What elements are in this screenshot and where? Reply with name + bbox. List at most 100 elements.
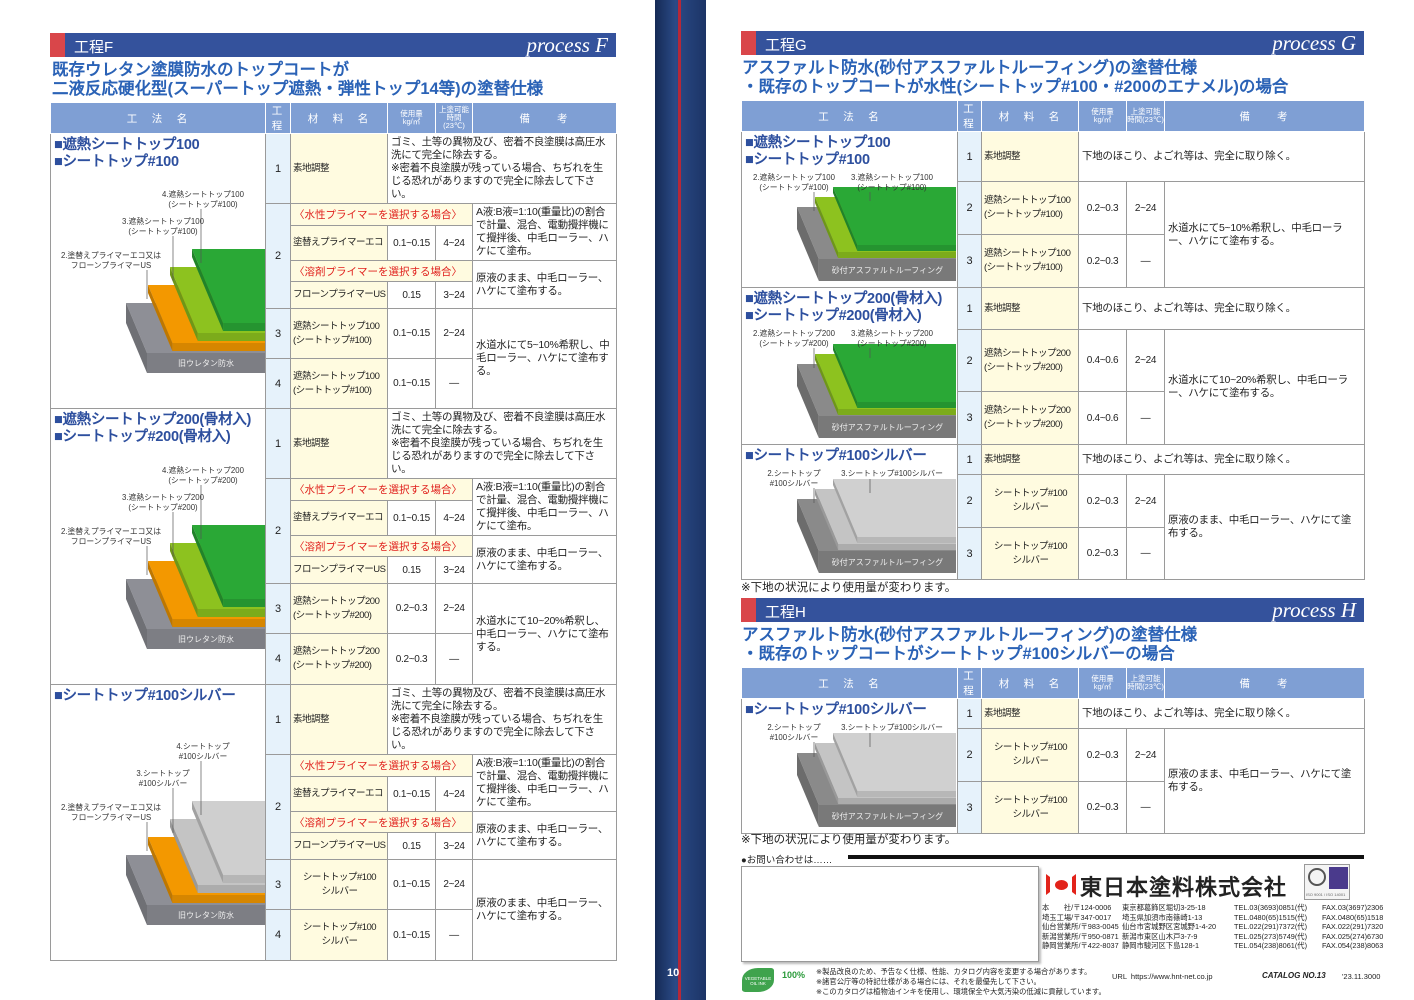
table-row: 3 遮熱シートトップ100 (シートトップ#100) 0.1~0.15 2~24 水道水… xyxy=(51,308,617,409)
primer-option-heading: 〈水性プライマーを選択する場合〉 xyxy=(290,754,473,777)
table-row: フローンプライマーUS 0.15 3~24 xyxy=(51,281,617,309)
table-row: 〈溶剤プライマーを選択する場合〉 原液のまま、中毛ローラー、ハケにて塗布する。 xyxy=(51,811,617,860)
office-field: TEL.022(291)7372(代) xyxy=(1234,922,1308,931)
method-cell: 砂付アスファルトルーフィング 2.シートトップ #100シルバー 3.シートトップ#1… xyxy=(741,444,958,580)
usage-amount: 0.2~0.3 xyxy=(387,583,436,634)
material-name: シートトップ#100 シルバー xyxy=(981,527,1079,580)
step-note: 下地のほこり、よごれ等は、完全に取り除く。 xyxy=(1078,131,1365,182)
process-f-bar: 工程F process F xyxy=(50,33,616,57)
layer-front-face xyxy=(857,402,956,408)
usage-amount: 0.1~0.15 xyxy=(387,859,436,910)
step-note: 下地のほこり、よごれ等は、完全に取り除く。 xyxy=(1078,444,1365,475)
vegetable-oil-ink-badge: VEGETABLE OIL INK xyxy=(742,968,774,992)
layer-label: (シートトップ#100) xyxy=(128,227,198,236)
method-name: ■遮熱シートトップ100 ■シートトップ#100 xyxy=(745,135,891,169)
material-name: 遮熱シートトップ200 (シートトップ#200) xyxy=(290,583,388,634)
step-number: 4 xyxy=(265,358,291,409)
method-name: ■遮熱シートトップ100 ■シートトップ#100 xyxy=(54,137,200,171)
layer-front-face xyxy=(838,409,956,415)
office-field: 新潟営業所/〒950-0871 xyxy=(1042,931,1119,941)
usage-amount: 0.2~0.3 xyxy=(1078,181,1127,235)
layer-side-face xyxy=(192,249,224,331)
layer-front-face xyxy=(147,905,265,925)
layer-top-face xyxy=(833,479,956,537)
office-field: TEL.0480(65)1515(代) xyxy=(1234,912,1308,922)
material-name: 遮熱シートトップ100 (シートトップ#100) xyxy=(290,358,388,409)
step-note: ゴミ、土等の異物及び、密着不良塗膜は高圧水洗にて完全に除去する。 ※密着不良塗膜… xyxy=(387,684,617,755)
office-row: 埼玉工場/〒347-0017 埼玉県加須市南篠崎1-13 TEL.0480(65)1… xyxy=(1042,913,1398,923)
recoat-interval: 2~24 xyxy=(1126,329,1165,392)
layer-label: 4.遮熱シートトップ200 xyxy=(162,465,245,475)
process-english-label: process H xyxy=(1272,598,1356,622)
step-note: 水道水にて10~20%希釈し、中毛ローラー、ハケにて塗布する。 xyxy=(1164,329,1365,445)
material-name: 遮熱シートトップ100 (シートトップ#100) xyxy=(981,234,1079,288)
office-field: 仙台営業所/〒983-0045 xyxy=(1042,922,1119,931)
table-row: 砂付アスファルトルーフィング 2.遮熱シートトップ200 (シートトップ#200) 3… xyxy=(741,287,1365,445)
step-number: 2 xyxy=(265,478,291,584)
accent-block xyxy=(50,33,65,57)
step-number: 2 xyxy=(265,754,291,860)
table-header-row: 工 法 名工程材 料 名使用量 kg/㎡ 上塗可能 時間(23℃) 備 考 xyxy=(741,100,1365,132)
layer-label: 2.塗替えプライマーエコ又は xyxy=(61,802,161,812)
step-number: 3 xyxy=(957,781,982,834)
office-list: 本 社/〒124-0006 東京都葛飾区堀切3-25-18 TEL.03(3693)… xyxy=(1042,903,1398,951)
base-layer-label: 砂付アスファルトルーフィング xyxy=(832,265,943,275)
accent-block xyxy=(741,31,756,55)
layer-side-face xyxy=(148,837,173,903)
layer-side-face xyxy=(170,819,198,893)
usage-amount: 0.2~0.3 xyxy=(1078,728,1127,782)
layer-label: 4.シートトップ xyxy=(176,742,229,751)
layer-label: 3.シートトップ xyxy=(136,769,189,778)
table-row: 2 遮熱シートトップ100 (シートトップ#100) 0.2~0.3 2~24 水道水に… xyxy=(742,181,1365,288)
layer-label: #100シルバー xyxy=(139,779,188,788)
usage-amount: 0.15 xyxy=(387,281,436,309)
column-header: 上塗可能 時間(23℃) xyxy=(435,102,473,134)
table-row: 塗替えプライマーエコ 0.1~0.15 4~24 xyxy=(51,225,617,261)
layer-top-face xyxy=(192,801,265,875)
layer-label: #100シルバー xyxy=(770,733,819,742)
website-url-link[interactable]: URL https://www.hnt-net.co.jp xyxy=(1112,972,1213,981)
table-row: 3 シートトップ#100 シルバー 0.2~0.3— xyxy=(742,781,1365,834)
primer-option-heading: 〈水性プライマーを選択する場合〉 xyxy=(290,203,473,226)
recoat-interval: — xyxy=(435,358,473,409)
office-field: 東京都葛飾区堀切3-25-18 xyxy=(1122,903,1206,912)
process-g-bar: 工程G process G xyxy=(741,31,1364,55)
layer-label: (シートトップ#200) xyxy=(759,339,829,348)
layer-label: (シートトップ#200) xyxy=(168,476,238,485)
layer-label: (シートトップ#200) xyxy=(857,339,927,348)
office-field: FAX.054(238)8063 xyxy=(1322,941,1384,950)
layer-side-face xyxy=(148,561,173,627)
table-row: 3 遮熱シートトップ200 (シートトップ#200) 0.4~0.6— xyxy=(742,391,1365,445)
material-name: 素地調整 xyxy=(981,444,1079,475)
title-line: 既存ウレタン塗膜防水のトップコートが xyxy=(52,61,349,79)
process-h-title: アスファルト防水(砂付アスファルトルーフィング)の塗替仕様 ・既存のトップコート… xyxy=(742,626,1197,664)
layer-side-face xyxy=(833,187,858,251)
primer-option-heading: 〈水性プライマーを選択する場合〉 xyxy=(290,478,473,501)
method-name: ■遮熱シートトップ200(骨材入) ■シートトップ#200(骨材入) xyxy=(745,291,942,325)
usage-amount: 0.1~0.15 xyxy=(387,308,436,359)
recoat-interval: 3~24 xyxy=(435,556,473,584)
table-row: 2 シートトップ#100 シルバー 0.2~0.3 2~24 原液のまま、中毛ローラー、… xyxy=(742,728,1365,834)
method-name-line: ■シートトップ#100シルバー xyxy=(745,702,927,718)
layer-side-face xyxy=(192,525,224,607)
layer-front-face xyxy=(838,544,956,550)
base-layer-label: 砂付アスファルトルーフィング xyxy=(832,422,943,432)
method-name-line: ■シートトップ#200(骨材入) xyxy=(745,308,922,324)
office-row: 静岡営業所/〒422-8037 静岡市駿河区下島128-1 TEL.054(238)… xyxy=(1042,941,1398,951)
usage-amount: 0.4~0.6 xyxy=(1078,391,1127,445)
office-field: TEL.03(3693)0851(代) xyxy=(1234,903,1308,912)
company-logo-icon xyxy=(1046,874,1076,895)
recoat-interval: 4~24 xyxy=(435,225,473,261)
layer-diagram: 砂付アスファルトルーフィング 2.シートトップ#100シルバー 3.シートトップ#1… xyxy=(767,723,956,827)
step-number: 4 xyxy=(265,633,291,685)
column-header: 使用量 kg/㎡ xyxy=(387,102,436,134)
office-field: 仙台市宮城野区宮城野1-4-20 xyxy=(1122,922,1217,931)
layer-label: 2.シートトップ xyxy=(767,469,820,478)
layer-side-face xyxy=(815,743,839,804)
layer-front-face xyxy=(223,323,265,331)
office-row: 新潟営業所/〒950-0871 新潟市東区山木戸3-7-9 TEL.025(273)… xyxy=(1042,932,1398,942)
table-row: 〈溶剤プライマーを選択する場合〉 原液のまま、中毛ローラー、ハケにて塗布する。 xyxy=(51,260,617,309)
step-note: 原液のまま、中毛ローラー、ハケにて塗布する。 xyxy=(1164,728,1365,834)
material-name: 素地調整 xyxy=(981,131,1079,182)
column-header: 工程 xyxy=(957,667,982,699)
